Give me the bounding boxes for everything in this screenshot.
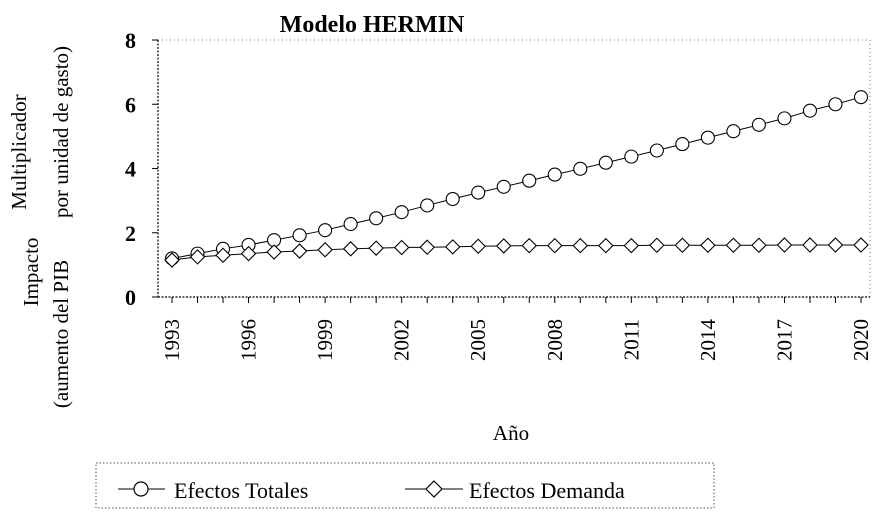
data-point-circle	[445, 191, 460, 207]
y-tick-label: 6	[125, 92, 136, 117]
data-point-diamond	[393, 239, 410, 256]
y-tick-label: 2	[125, 221, 136, 246]
data-point-diamond	[368, 240, 384, 256]
x-tick-label: 1999	[313, 319, 337, 361]
y-tick-label: 8	[125, 28, 136, 53]
data-point-circle	[547, 167, 562, 182]
data-point-circle	[292, 228, 307, 243]
x-axis-label: Año	[493, 421, 529, 445]
data-point-diamond	[444, 239, 461, 255]
y-axis-label: Impacto (aumento del PIB Multiplicador p…	[7, 46, 73, 408]
data-point-diamond	[546, 237, 563, 254]
data-point-circle	[522, 173, 537, 188]
data-point-diamond	[266, 244, 282, 260]
series-line-efectos-totales	[171, 96, 862, 259]
y-axis-label-line-1: Impacto	[19, 238, 43, 307]
data-point-circle	[700, 130, 715, 145]
data-point-diamond	[240, 245, 257, 262]
data-point-circle	[802, 103, 818, 118]
data-point-diamond	[291, 243, 308, 259]
axes	[152, 39, 871, 303]
data-point-diamond	[776, 237, 793, 253]
data-point-circle	[369, 211, 384, 226]
data-point-diamond	[470, 238, 487, 255]
data-point-diamond	[189, 249, 206, 265]
data-point-diamond	[751, 237, 767, 254]
x-tick-label: 2017	[772, 319, 796, 361]
y-tick-label: 0	[125, 285, 136, 310]
legend-marker-circle	[133, 481, 149, 497]
data-point-circle	[726, 124, 741, 139]
data-point-diamond	[725, 237, 742, 254]
y-tick-label: 4	[125, 157, 136, 182]
legend: Efectos Totales Efectos Demanda	[95, 462, 715, 509]
data-point-circle	[751, 117, 766, 132]
x-tick-label: 2002	[390, 319, 414, 361]
data-point-diamond	[853, 237, 869, 253]
y-axis-label-line-3: Multiplicador	[7, 94, 31, 209]
x-tick-label: 2020	[849, 319, 873, 361]
data-point-circle	[471, 185, 486, 200]
data-point-diamond	[572, 237, 589, 254]
legend-label-efectos-totales: Efectos Totales	[174, 478, 308, 503]
y-axis-label-line-4: por unidad de gasto)	[49, 46, 73, 218]
x-tick-label: 2014	[696, 319, 720, 362]
x-tick-labels: 1993 1996 1999 2002 2005 2008 2011 2014 2017 2020	[160, 319, 873, 362]
series-efectos-totales	[164, 90, 869, 266]
x-tick-label: 2011	[619, 319, 643, 360]
chart-title: Modelo HERMIN	[280, 12, 465, 38]
data-point-circle	[853, 90, 869, 105]
data-point-circle	[828, 97, 843, 112]
data-point-diamond	[419, 239, 435, 255]
series-efectos-demanda	[164, 237, 869, 268]
data-point-diamond	[317, 241, 333, 258]
x-tick-label: 1996	[237, 319, 261, 361]
data-point-circle	[343, 217, 358, 232]
data-point-circle	[675, 137, 690, 152]
data-point-diamond	[649, 237, 665, 254]
data-point-diamond	[827, 237, 844, 253]
series-line-efectos-demanda	[171, 244, 861, 261]
data-point-diamond	[495, 238, 512, 254]
x-tick-label: 2008	[543, 319, 567, 361]
x-tick-label: 1993	[160, 319, 184, 361]
data-point-diamond	[598, 237, 614, 254]
data-point-diamond	[521, 237, 538, 254]
data-point-diamond	[700, 237, 716, 254]
data-point-diamond	[802, 237, 818, 253]
data-point-diamond	[342, 241, 359, 257]
y-tick-labels: 0 2 4 6 8	[125, 28, 136, 310]
legend-label-efectos-demanda: Efectos Demanda	[469, 478, 625, 503]
legend-item-efectos-demanda: Efectos Demanda	[405, 478, 625, 503]
data-point-circle	[777, 111, 792, 126]
legend-box	[95, 462, 715, 509]
series-layer	[164, 90, 869, 268]
data-point-circle	[649, 143, 664, 158]
x-tick-label: 2005	[466, 319, 490, 361]
data-point-diamond	[623, 237, 640, 254]
data-point-diamond	[674, 237, 691, 254]
data-point-circle	[394, 205, 409, 220]
y-axis-label-line-2: (aumento del PIB	[49, 260, 73, 408]
data-point-circle	[318, 223, 333, 238]
data-point-circle	[496, 179, 511, 194]
data-point-circle	[624, 149, 639, 164]
data-point-diamond	[215, 247, 231, 264]
data-point-circle	[420, 198, 435, 213]
data-point-circle	[573, 161, 588, 176]
data-point-circle	[598, 155, 613, 170]
legend-marker-diamond	[425, 480, 443, 498]
legend-item-efectos-totales: Efectos Totales	[118, 478, 308, 503]
data-point-diamond	[164, 252, 180, 268]
